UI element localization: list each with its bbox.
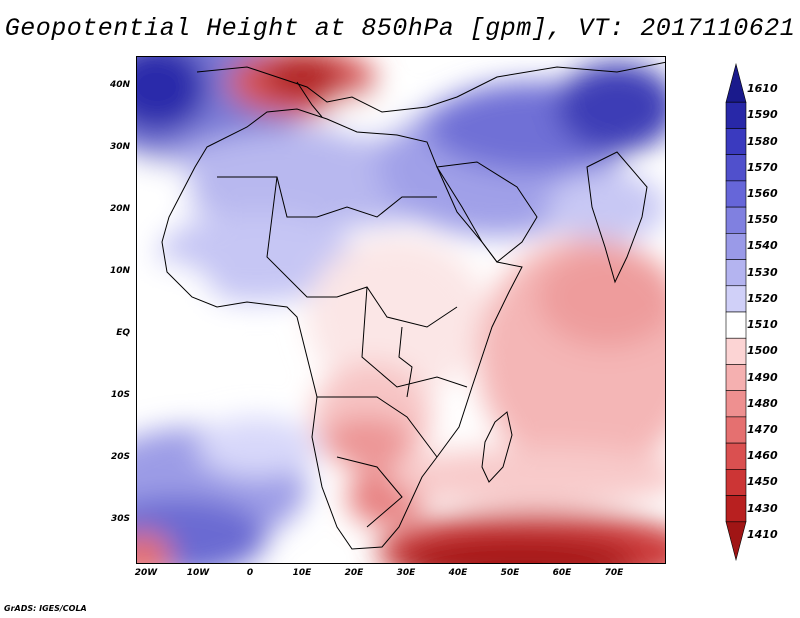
lat-label: 30S: [110, 514, 130, 524]
europe-coastline: [196, 61, 665, 113]
colorbar-label: 1560: [747, 187, 778, 200]
colorbar-label: 1550: [747, 213, 778, 227]
height-field: [137, 57, 665, 563]
colorbar-swatch: [725, 180, 747, 208]
colorbar-swatch: [725, 364, 747, 391]
colorbar-swatch: [725, 521, 747, 562]
colorbar-swatch: [725, 390, 747, 418]
lon-label: 40E: [448, 568, 468, 578]
colorbar-label: 1590: [747, 108, 778, 122]
lat-label: EQ: [116, 328, 130, 338]
colorbar-label: 1580: [747, 134, 778, 148]
lat-label: 20S: [110, 452, 130, 462]
colorbar-label: 1450: [747, 475, 778, 489]
colorbar-swatch: [725, 62, 747, 103]
border-line: [336, 456, 403, 528]
africa-coastline: [161, 108, 523, 550]
colorbar-label: 1490: [747, 370, 778, 384]
arabia-coastline: [436, 161, 538, 263]
colorbar: [725, 62, 747, 562]
colorbar-label: 1520: [747, 291, 778, 305]
colorbar-label: 1410: [747, 527, 778, 541]
map-title: Geopotential Height at 850hPa [gpm], VT:…: [4, 14, 796, 43]
colorbar-label: 1460: [747, 449, 778, 463]
colorbar-swatch: [725, 233, 747, 260]
colorbar-label: 1540: [747, 239, 778, 253]
lat-label: 30N: [109, 142, 130, 152]
lon-label: 50E: [500, 568, 520, 578]
colorbar-swatch: [725, 469, 747, 496]
colorbar-label: 1430: [747, 501, 778, 515]
lon-label: 70E: [604, 568, 624, 578]
lon-label: 30E: [396, 568, 416, 578]
colorbar-label: 1570: [747, 160, 778, 174]
colorbar-swatch: [725, 285, 747, 313]
colorbar-swatch: [725, 154, 747, 182]
colorbar-swatch: [725, 337, 747, 365]
lon-label: 20W: [134, 568, 158, 578]
italy-coastline: [296, 81, 323, 118]
border-line: [361, 286, 468, 388]
lon-label: 60E: [552, 568, 572, 578]
credit-text: GrADS: IGES/COLA: [4, 604, 87, 613]
colorbar-swatch: [725, 311, 747, 339]
border-line: [317, 396, 438, 458]
colorbar-label: 1510: [747, 318, 778, 332]
colorbar-swatch: [725, 101, 747, 129]
border-line: [217, 176, 437, 218]
colorbar-label: 1500: [747, 344, 778, 358]
colorbar-swatch: [725, 442, 747, 470]
lat-label: 10N: [109, 266, 130, 276]
colorbar-swatch: [725, 128, 747, 155]
lake-line: [398, 326, 413, 398]
geopotential-map: [137, 57, 665, 563]
lon-label: 10W: [186, 568, 210, 578]
colorbar-swatch: [725, 495, 747, 523]
colorbar-swatch: [725, 206, 747, 234]
india-coastline: [586, 151, 648, 284]
border-line: [266, 176, 458, 328]
lon-label: 20E: [344, 568, 364, 578]
colorbar-swatch: [725, 259, 747, 287]
lat-label: 20N: [109, 204, 130, 214]
lat-label: 10S: [110, 390, 130, 400]
colorbar-label: 1470: [747, 423, 778, 436]
colorbar-swatch: [725, 416, 747, 444]
colorbar-label: 1610: [747, 82, 778, 96]
madagascar-coastline: [481, 411, 513, 483]
map-panel: [136, 56, 666, 564]
lon-label: 0: [246, 568, 254, 578]
colorbar-label: 1480: [747, 396, 778, 410]
coastlines: [161, 61, 665, 550]
lat-label: 40N: [109, 80, 130, 90]
colorbar-label: 1530: [747, 265, 778, 279]
lon-label: 10E: [292, 568, 312, 578]
